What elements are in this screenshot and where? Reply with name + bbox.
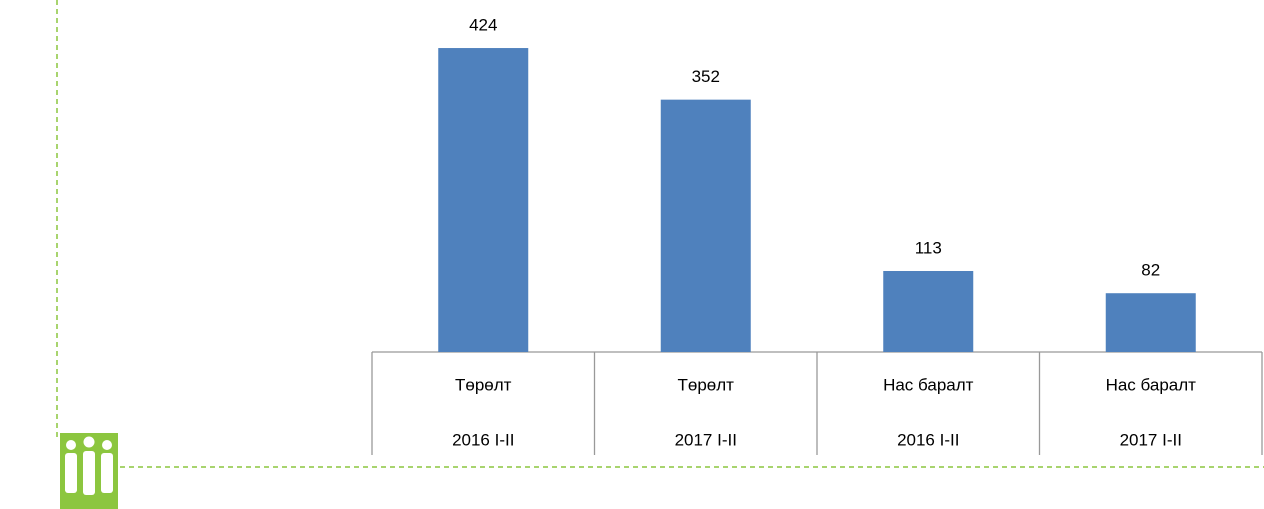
bar xyxy=(883,270,974,352)
bar xyxy=(438,48,529,352)
bar xyxy=(660,99,751,352)
x-tick-label: Төрөлт xyxy=(455,375,512,394)
data-label: 352 xyxy=(692,67,720,86)
x-tick-label: Төрөлт xyxy=(678,375,735,394)
data-label: 424 xyxy=(469,16,497,35)
x-tick-label: 2016 I-II xyxy=(452,430,514,449)
data-label: 82 xyxy=(1141,261,1160,280)
data-label: 113 xyxy=(915,238,942,257)
x-tick-label: Нас баралт xyxy=(1106,375,1197,394)
x-tick-label: Нас баралт xyxy=(883,375,974,394)
x-tick-label: 2017 I-II xyxy=(675,430,737,449)
logo-icon xyxy=(60,433,118,509)
x-tick-label: 2016 I-II xyxy=(897,430,959,449)
bar xyxy=(1105,293,1196,352)
x-tick-label: 2017 I-II xyxy=(1120,430,1182,449)
